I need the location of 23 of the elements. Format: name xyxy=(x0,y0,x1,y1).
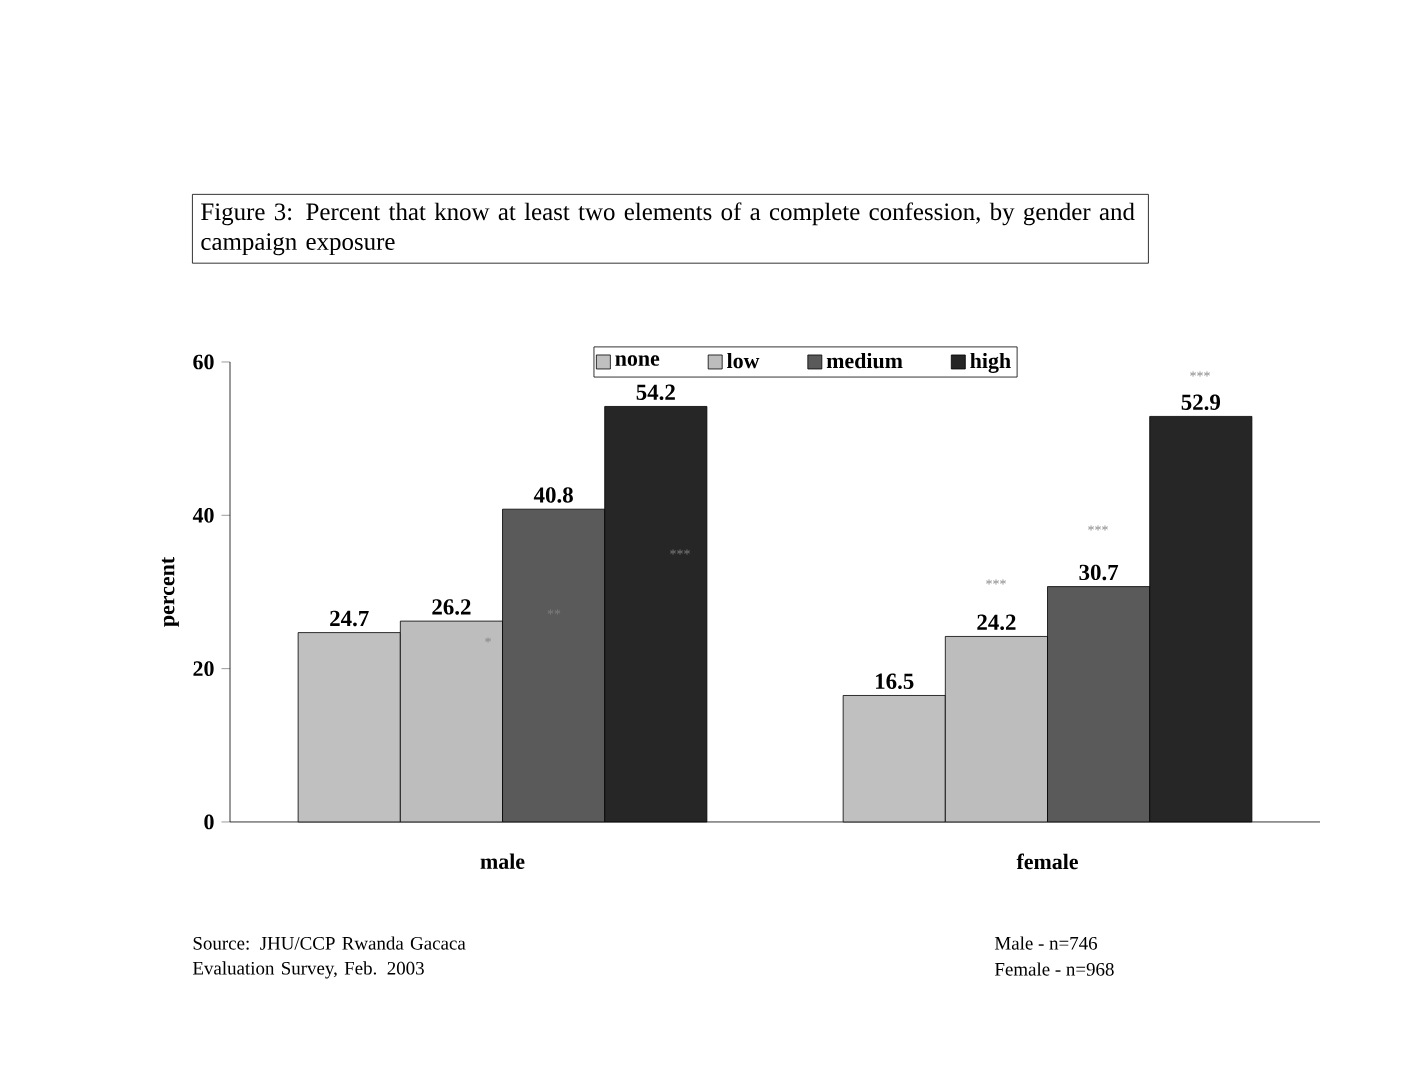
chart-title: Figure 3: Percent that know at least two elements of a complete confession, by gender and campaign exposure xyxy=(201,202,1135,256)
data-label: 54.2 xyxy=(636,384,675,401)
source-note: Source: JHU/CCP Rwanda Gacaca Evaluation Survey, Feb. 2003 xyxy=(192,936,466,979)
x-tick-label: female xyxy=(1016,853,1078,870)
y-tick-label: 0 xyxy=(204,814,214,830)
data-label: 24.2 xyxy=(977,614,1016,631)
legend-label: none xyxy=(615,355,660,366)
text: Male - n=746 xyxy=(994,936,1098,950)
legend-label: low xyxy=(727,352,760,369)
data-label: 40.8 xyxy=(533,487,573,503)
data-label: 24.7 xyxy=(330,610,369,627)
legend-label: medium xyxy=(826,352,903,369)
y-tick-label: 20 xyxy=(193,661,214,677)
text: Female - n=968 xyxy=(994,962,1114,976)
y-tick-label: 60 xyxy=(193,354,214,370)
legend-label: high xyxy=(970,352,1011,373)
data-label: 16.5 xyxy=(876,673,914,690)
y-axis-title: percent xyxy=(161,556,179,627)
x-tick-label: male xyxy=(480,853,525,869)
data-label: 26.2 xyxy=(432,599,471,615)
data-label: 52.9 xyxy=(1181,394,1221,410)
data-label: 30.7 xyxy=(1079,564,1119,581)
y-tick-label: 40 xyxy=(192,507,214,523)
